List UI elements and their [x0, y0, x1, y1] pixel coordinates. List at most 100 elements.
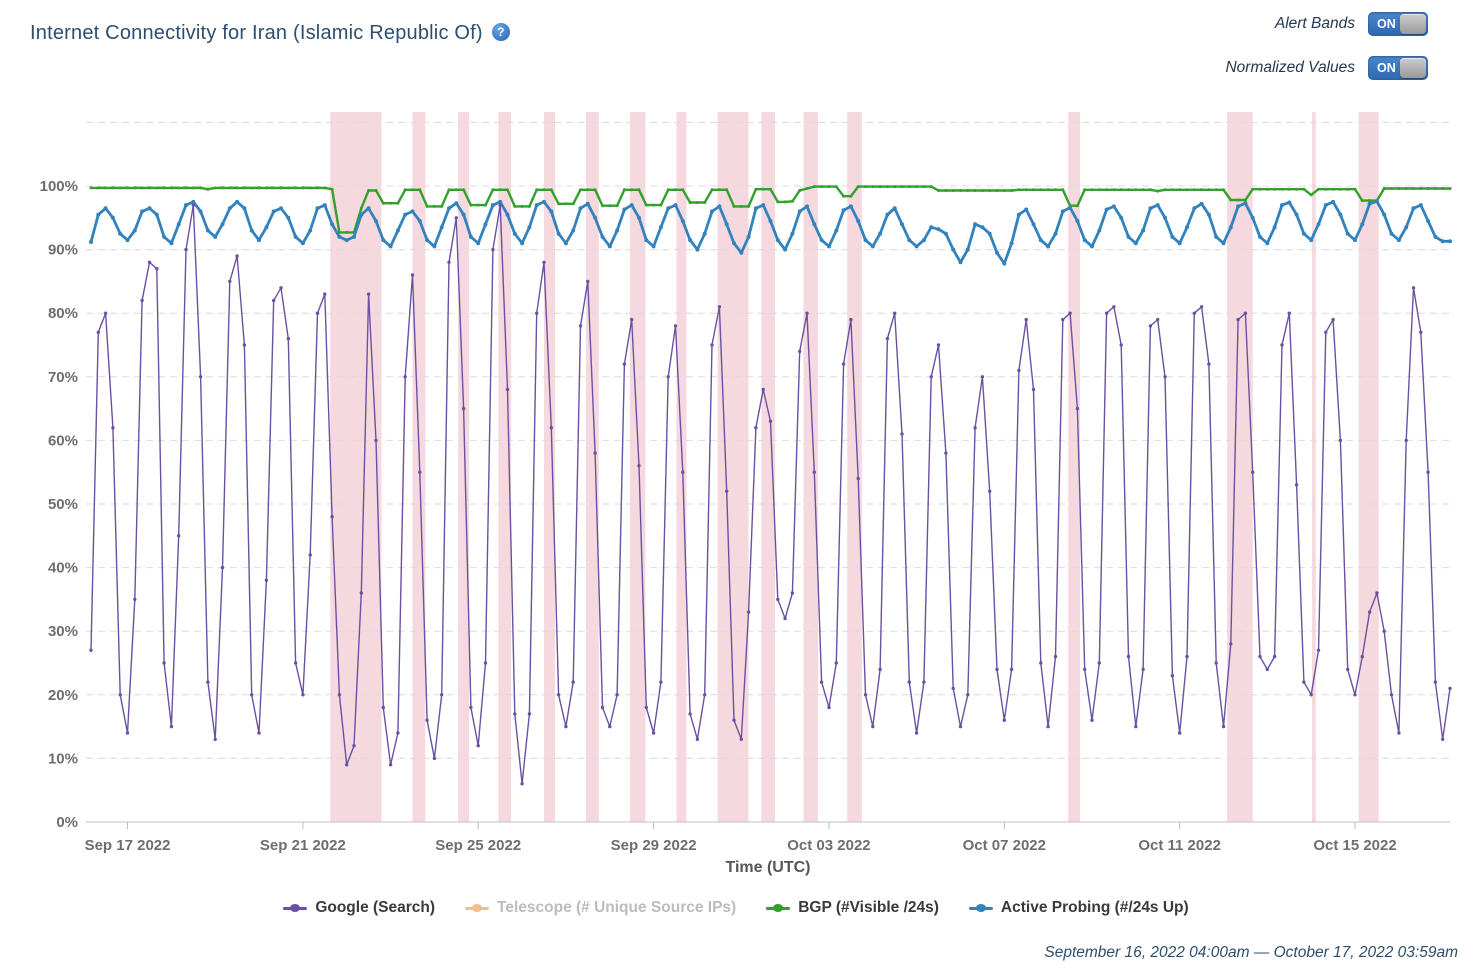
data-point-probing — [1389, 231, 1394, 236]
data-point-probing — [1338, 212, 1343, 217]
data-point-bgp — [820, 185, 824, 189]
data-point-bgp — [637, 188, 641, 192]
legend-label: Telescope (# Unique Source IPs) — [497, 899, 737, 916]
data-point-probing — [410, 209, 415, 214]
data-point-bgp — [1360, 199, 1364, 203]
data-point-probing — [308, 228, 313, 233]
data-point-probing — [498, 199, 503, 204]
data-point-google — [849, 317, 853, 322]
data-point-probing — [1009, 241, 1014, 246]
data-point-probing — [425, 238, 430, 243]
data-point-bgp — [688, 201, 692, 204]
data-point-bgp — [951, 189, 955, 192]
data-point-probing — [447, 206, 451, 211]
data-point-bgp — [323, 186, 327, 190]
data-point-probing — [870, 244, 875, 249]
data-point-probing — [578, 206, 583, 211]
data-point-bgp — [272, 186, 276, 190]
data-point-probing — [1433, 234, 1438, 239]
data-point-google — [1075, 406, 1080, 411]
data-point-bgp — [111, 186, 115, 190]
data-point-google — [1426, 470, 1430, 474]
data-point-probing — [1404, 225, 1409, 230]
data-point-probing — [542, 199, 546, 204]
data-point-bgp — [1083, 188, 1087, 192]
data-point-bgp — [374, 189, 378, 192]
data-point-bgp — [294, 186, 298, 190]
y-axis-tick-label: 40% — [48, 560, 78, 577]
data-point-probing — [1060, 209, 1065, 214]
data-point-google — [556, 693, 561, 697]
data-point-bgp — [1229, 198, 1233, 202]
data-point-google — [1280, 343, 1284, 347]
alert-band — [458, 112, 470, 822]
data-point-google — [958, 724, 963, 729]
toggle-knob — [1400, 14, 1426, 34]
data-point-google — [1419, 330, 1423, 334]
data-point-google — [1411, 286, 1416, 290]
x-axis-tick-label: Oct 15 2022 — [1313, 837, 1396, 854]
data-point-bgp — [1214, 188, 1218, 192]
legend-item-active-probing[interactable]: Active Probing (#/24s Up) — [968, 899, 1189, 917]
legend-item-telescope[interactable]: Telescope (# Unique Source IPs) — [465, 899, 736, 917]
alert-band — [412, 112, 426, 822]
data-point-bgp — [1309, 193, 1313, 197]
alert-bands-toggle[interactable]: ON — [1368, 12, 1428, 36]
data-point-bgp — [1024, 188, 1028, 192]
data-point-google — [608, 724, 612, 729]
data-point-google — [1104, 311, 1109, 315]
data-point-google — [1353, 693, 1357, 697]
data-point-probing — [790, 231, 795, 236]
data-point-bgp — [900, 185, 904, 189]
data-point-google — [651, 731, 656, 735]
legend-item-google[interactable]: Google (Search) — [283, 899, 435, 917]
data-point-bgp — [929, 185, 933, 189]
data-point-probing — [593, 215, 598, 220]
data-point-google — [162, 661, 166, 665]
data-point-bgp — [944, 189, 948, 192]
data-point-bgp — [666, 188, 670, 192]
data-point-google — [1324, 330, 1328, 334]
normalized-values-toggle[interactable]: ON — [1368, 56, 1428, 80]
data-point-bgp — [1097, 188, 1101, 192]
data-point-bgp — [849, 194, 853, 198]
data-point-probing — [644, 238, 649, 243]
data-point-probing — [1016, 212, 1021, 217]
data-point-google — [630, 317, 634, 322]
data-point-probing — [921, 238, 926, 243]
data-point-probing — [1280, 203, 1284, 208]
data-point-google — [250, 693, 254, 697]
data-point-probing — [147, 206, 152, 211]
data-point-google — [228, 279, 232, 284]
data-point-google — [1148, 324, 1153, 328]
data-point-probing — [198, 209, 203, 214]
data-point-bgp — [681, 188, 685, 192]
alert-band — [676, 112, 687, 822]
help-icon[interactable]: ? — [491, 22, 510, 41]
data-point-bgp — [396, 201, 400, 205]
data-point-probing — [658, 225, 663, 230]
data-point-probing — [352, 234, 356, 239]
data-point-bgp — [535, 188, 539, 192]
alert-bands-toggle-row: Alert Bands ON — [1275, 12, 1428, 36]
data-point-bgp — [1090, 188, 1094, 192]
legend-label: Active Probing (#/24s Up) — [1000, 899, 1189, 916]
data-point-probing — [1309, 238, 1314, 243]
data-point-bgp — [381, 201, 385, 205]
data-point-bgp — [96, 186, 100, 190]
data-point-probing — [176, 222, 181, 227]
y-axis-tick-label: 100% — [40, 178, 78, 195]
toggle-knob — [1400, 58, 1426, 78]
legend-item-bgp[interactable]: BGP (#Visible /24s) — [766, 899, 939, 917]
connectivity-chart[interactable]: 0% 10% 20% 30% 40% 50% 60% 70% 80% 90% 100% Sep 17 … — [0, 88, 1472, 878]
x-axis-tick-label: Oct 07 2022 — [963, 837, 1046, 854]
data-point-probing — [1448, 239, 1452, 244]
data-point-probing — [1440, 239, 1445, 244]
data-point-bgp — [418, 188, 422, 192]
data-point-probing — [936, 227, 941, 232]
data-point-probing — [900, 222, 904, 227]
data-point-probing — [848, 204, 853, 209]
data-point-probing — [819, 238, 824, 243]
data-point-bgp — [1273, 187, 1277, 191]
